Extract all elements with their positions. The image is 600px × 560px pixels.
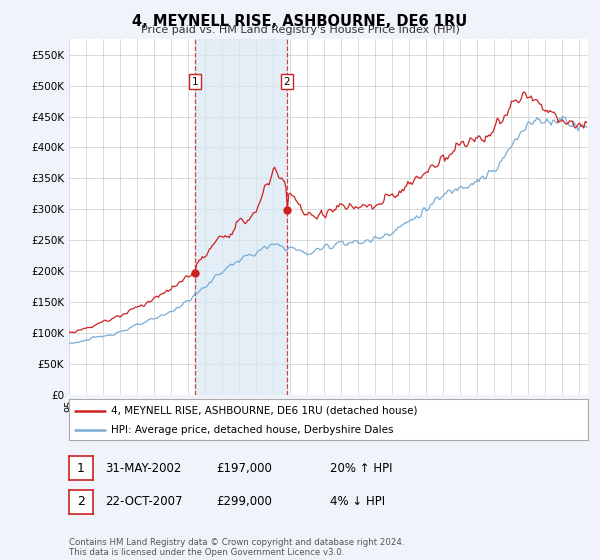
Bar [195, 39, 287, 395]
Text: 2: 2 [77, 495, 85, 508]
Text: 31-MAY-2002: 31-MAY-2002 [105, 461, 181, 475]
Text: £299,000: £299,000 [216, 495, 272, 508]
Text: Price paid vs. HM Land Registry's House Price Index (HPI): Price paid vs. HM Land Registry's House … [140, 25, 460, 35]
Text: 20% ↑ HPI: 20% ↑ HPI [330, 461, 392, 475]
Text: 1: 1 [77, 461, 85, 475]
Text: 4, MEYNELL RISE, ASHBOURNE, DE6 1RU: 4, MEYNELL RISE, ASHBOURNE, DE6 1RU [133, 14, 467, 29]
Text: 1: 1 [192, 77, 199, 87]
Text: HPI: Average price, detached house, Derbyshire Dales: HPI: Average price, detached house, Derb… [110, 424, 393, 435]
Text: Contains HM Land Registry data © Crown copyright and database right 2024.
This d: Contains HM Land Registry data © Crown c… [69, 538, 404, 557]
Text: 22-OCT-2007: 22-OCT-2007 [105, 495, 182, 508]
Text: £197,000: £197,000 [216, 461, 272, 475]
Text: 4% ↓ HPI: 4% ↓ HPI [330, 495, 385, 508]
Text: 2: 2 [284, 77, 290, 87]
Text: 4, MEYNELL RISE, ASHBOURNE, DE6 1RU (detached house): 4, MEYNELL RISE, ASHBOURNE, DE6 1RU (det… [110, 405, 417, 416]
